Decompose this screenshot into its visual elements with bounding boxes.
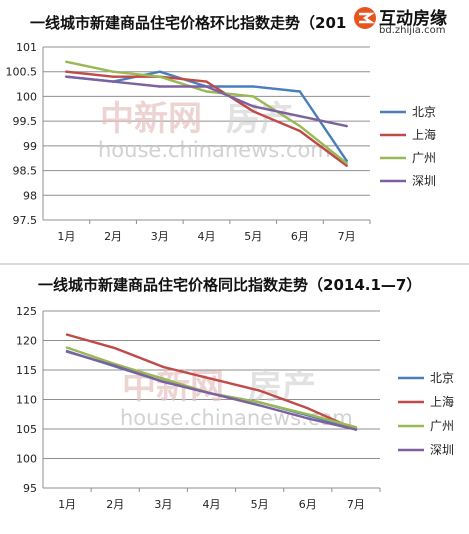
legend-label: 上海 — [412, 127, 436, 142]
legend-label: 广州 — [430, 419, 454, 433]
legend-label: 深圳 — [412, 174, 436, 188]
y-tick-label: 95 — [23, 482, 37, 495]
data-point — [345, 161, 348, 165]
data-point — [306, 417, 309, 420]
data-point — [65, 333, 69, 336]
data-point — [298, 115, 302, 118]
grid — [43, 46, 370, 221]
x-tick-label: 6月 — [291, 230, 309, 243]
data-point — [65, 60, 68, 64]
x-tick-label: 7月 — [338, 230, 356, 243]
data-point — [158, 70, 161, 73]
data-point — [65, 75, 68, 78]
data-point — [158, 75, 161, 78]
data-point — [252, 85, 255, 88]
y-tick-label: 115 — [16, 364, 37, 377]
data-point — [298, 90, 302, 93]
data-point — [205, 80, 208, 83]
legend-label: 深圳 — [430, 443, 454, 457]
logo-url: bd.zhijia.com — [379, 25, 446, 36]
legend-label: 北京 — [430, 371, 454, 385]
legend-label: 广州 — [412, 151, 436, 165]
data-point — [162, 380, 165, 383]
chart-panel-yoy: 一线城市新建商品住宅价格同比指数走势（2014.1—7） 95 100 105 110 1… — [0, 266, 469, 534]
grid — [43, 310, 380, 489]
data-point — [354, 426, 358, 429]
y-tick-label: 110 — [16, 394, 37, 407]
logo-name: 互动房缘 — [379, 9, 447, 29]
y-tick-label: 98 — [23, 189, 37, 202]
data-point — [298, 124, 302, 128]
data-point — [114, 346, 117, 350]
data-point — [114, 364, 117, 368]
chart-mom: 一线城市新建商品住宅价格环比指数走势（201 97.5 98 98.5 99 99.5 10… — [6, 14, 437, 243]
x-tick-label: 2月 — [104, 230, 122, 243]
data-point — [345, 124, 348, 128]
data-point — [158, 85, 161, 88]
y-tick-label: 99 — [23, 140, 37, 153]
logo: 互动房缘 bd.zhijia.com — [349, 2, 467, 40]
y-tick-label: 125 — [16, 305, 37, 318]
data-point — [65, 346, 69, 349]
watermark-url: house.chinanews.com — [98, 138, 331, 162]
x-tick-label: 1月 — [57, 230, 75, 243]
chart-yoy: 一线城市新建商品住宅价格同比指数走势（2014.1—7） 95 100 105 110 1… — [16, 276, 454, 511]
data-point — [162, 377, 165, 381]
watermark-fangchan: 房产 — [248, 367, 316, 407]
data-point — [111, 80, 115, 83]
y-tick-label: 120 — [16, 335, 37, 348]
y-tick-label: 101 — [16, 41, 37, 54]
chart-panel-mom: 一线城市新建商品住宅价格环比指数走势（201 97.5 98 98.5 99 99.5 10… — [0, 0, 469, 262]
x-tick-label: 4月 — [203, 498, 221, 511]
data-point — [306, 413, 309, 416]
data-point — [258, 401, 261, 404]
data-point — [258, 404, 261, 407]
y-tick-label: 100 — [16, 90, 37, 103]
data-point — [65, 70, 68, 73]
x-tick-label: 1月 — [58, 498, 76, 511]
data-point — [210, 392, 213, 395]
data-point — [210, 377, 213, 381]
data-point — [306, 407, 309, 410]
logo-mark-icon — [354, 7, 376, 29]
data-point — [111, 75, 115, 78]
y-tick-label: 97.5 — [13, 214, 38, 227]
watermark-fangchan: 房产 — [226, 99, 294, 139]
x-tick-label: 3月 — [154, 498, 172, 511]
data-point — [162, 365, 165, 369]
data-point — [252, 95, 255, 98]
x-tick-label: 2月 — [106, 498, 124, 511]
x-tick-label: 3月 — [151, 230, 169, 243]
y-tick-label: 99.5 — [13, 115, 38, 128]
data-point — [65, 350, 69, 353]
x-tick-label: 5月 — [251, 498, 269, 511]
panel-divider — [0, 263, 469, 265]
legend-label: 北京 — [412, 105, 436, 119]
x-tick-label: 4月 — [198, 230, 216, 243]
x-tick-label: 5月 — [244, 230, 262, 243]
y-tick-label: 98.5 — [13, 165, 38, 178]
data-point — [298, 129, 302, 133]
watermark-chinese: 中新网 — [100, 99, 202, 139]
data-point — [111, 70, 115, 73]
data-point — [258, 389, 261, 392]
data-point — [205, 90, 208, 93]
data-point — [252, 110, 255, 113]
chart-title: 一线城市新建商品住宅价格环比指数走势（201 — [30, 14, 346, 32]
data-point — [345, 164, 348, 167]
chart-title: 一线城市新建商品住宅价格同比指数走势（2014.1—7） — [38, 276, 421, 294]
x-tick-label: 7月 — [347, 498, 365, 511]
legend-label: 上海 — [430, 394, 454, 409]
y-tick-label: 100 — [16, 453, 37, 466]
x-tick-label: 6月 — [299, 498, 317, 511]
data-point — [354, 428, 358, 431]
y-tick-label: 100.5 — [6, 66, 38, 79]
y-tick-label: 105 — [16, 423, 37, 436]
data-point — [252, 105, 255, 108]
data-point — [205, 85, 208, 88]
